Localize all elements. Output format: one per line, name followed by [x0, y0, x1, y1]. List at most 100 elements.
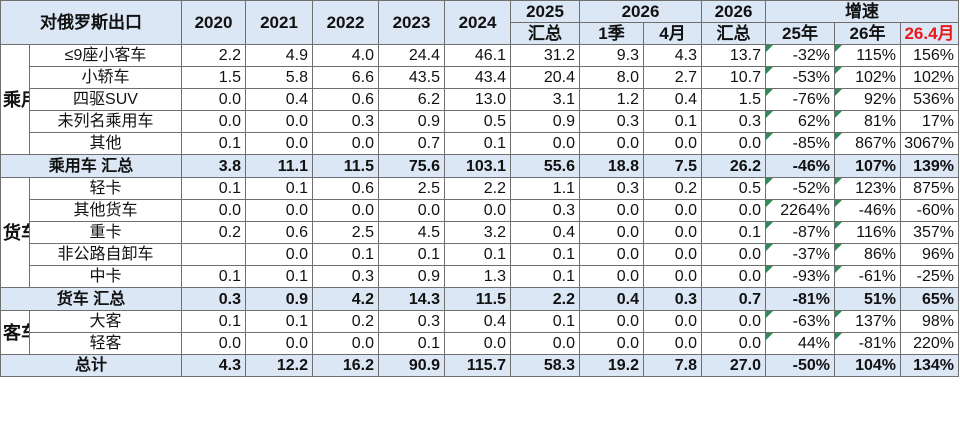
- cell-v2022: 0.3: [312, 110, 379, 133]
- cell-v2022: 0.1: [312, 243, 379, 266]
- cell-v2021: 0.1: [245, 177, 313, 200]
- cell-growth-25: -87%: [765, 221, 836, 244]
- cell-v2023: 6.2: [378, 88, 445, 111]
- col-growth-top: 增速: [765, 0, 960, 23]
- cell-v2026-q1: 0.0: [579, 221, 644, 244]
- cell-v2026-total: 0.3: [701, 110, 767, 133]
- cell-v2020: 3.8: [181, 154, 246, 178]
- cell-v2021: 0.0: [245, 132, 313, 155]
- cell-v2021: 0.1: [245, 265, 313, 288]
- cell-v2026-apr: 7.8: [642, 354, 703, 377]
- cell-v2026-apr: 0.1: [642, 110, 703, 133]
- cell-v2026-q1: 0.0: [579, 332, 644, 355]
- cell-v2022: 4.2: [312, 287, 379, 311]
- col-2026-total-top: 2026: [701, 0, 767, 23]
- table-row: 非公路自卸车 0.0 0.1 0.1 0.1 0.1 0.0 0.0 0.0 -37% 86% 96%: [1, 243, 960, 266]
- cell-v2020: 0.0: [181, 88, 246, 111]
- row-label: 轻客: [29, 332, 182, 355]
- cell-v2024: 0.0: [444, 199, 511, 222]
- cell-growth-264: 536%: [900, 88, 960, 111]
- subtotal-label: 货车 汇总: [0, 287, 182, 311]
- cell-v2025-total: 0.9: [510, 110, 580, 133]
- cell-v2020: 2.2: [181, 44, 246, 67]
- cell-v2022: 4.0: [312, 44, 379, 67]
- col-growth-25: 25年: [765, 22, 836, 45]
- cell-v2023: 0.7: [378, 132, 445, 155]
- cell-v2026-apr: 0.0: [642, 199, 703, 222]
- cell-v2020: 0.2: [181, 221, 246, 244]
- cell-v2024: 46.1: [444, 44, 511, 67]
- cell-v2026-total: 0.0: [701, 265, 767, 288]
- table-body: 乘用车≤9座小客车2.24.94.024.446.131.29.34.313.7…: [0, 44, 960, 377]
- cell-growth-25: 62%: [765, 110, 836, 133]
- row-label: 其他: [29, 132, 182, 155]
- cell-v2022: 0.3: [312, 265, 379, 288]
- cell-v2026-apr: 0.2: [642, 177, 703, 200]
- row-label: 非公路自卸车: [29, 243, 182, 266]
- cell-v2025-total: 0.4: [510, 221, 580, 244]
- cell-v2025-total: 0.0: [510, 132, 580, 155]
- cell-growth-25: -85%: [765, 132, 836, 155]
- cell-v2026-apr: 0.0: [642, 310, 703, 333]
- cell-v2026-q1: 19.2: [579, 354, 644, 377]
- col-2026-top: 2026: [578, 0, 703, 23]
- cell-v2020: 0.0: [181, 110, 246, 133]
- cell-v2024: 3.2: [444, 221, 511, 244]
- cell-v2026-q1: 1.2: [579, 88, 644, 111]
- col-2026-apr: 4月: [642, 22, 703, 45]
- cell-growth-26: 102%: [834, 66, 902, 89]
- cell-v2021: 0.0: [245, 199, 313, 222]
- cell-growth-264: 3067%: [900, 132, 960, 155]
- cell-v2026-q1: 0.3: [579, 177, 644, 200]
- row-label: 中卡: [29, 265, 182, 288]
- cell-v2021: 0.1: [245, 310, 313, 333]
- cell-v2023: 14.3: [378, 287, 445, 311]
- table-row: 客车大客0.10.10.20.30.40.10.00.00.0-63%137%9…: [0, 310, 960, 355]
- cell-growth-26: 123%: [834, 177, 902, 200]
- category-label: 客车: [0, 310, 30, 355]
- cell-v2025-total: 0.1: [510, 310, 580, 333]
- cell-growth-26: 104%: [834, 354, 902, 377]
- cell-v2022: 0.0: [312, 199, 379, 222]
- total-label: 总计: [0, 354, 182, 377]
- cell-growth-25: -93%: [765, 265, 836, 288]
- cell-v2026-apr: 2.7: [642, 66, 703, 89]
- row-label: 四驱SUV: [29, 88, 182, 111]
- cell-growth-26: 92%: [834, 88, 902, 111]
- cell-v2026-apr: 4.3: [642, 44, 703, 67]
- cell-v2024: 115.7: [444, 354, 511, 377]
- cell-growth-264: -60%: [900, 199, 960, 222]
- cell-growth-26: -46%: [834, 199, 902, 222]
- table-row: 小轿车 1.5 5.8 6.6 43.5 43.4 20.4 8.0 2.7 10.7 -53% 10…: [1, 66, 960, 89]
- russia-export-table: 对俄罗斯出口 2020 2021 2022 2023 2024 2025 202…: [0, 0, 960, 377]
- cell-growth-264: 96%: [900, 243, 960, 266]
- subtotal-row: 货车 汇总 0.3 0.9 4.2 14.3 11.5 2.2 0.4 0.3 0.7 -81% 51…: [0, 287, 960, 311]
- table-row: 轻客 0.0 0.0 0.0 0.1 0.0 0.0 0.0 0.0 0.0 44% -81% 220%: [1, 332, 960, 355]
- table-row: 重卡 0.2 0.6 2.5 4.5 3.2 0.4 0.0 0.0 0.1 -87% 116% 357…: [1, 221, 960, 244]
- cell-growth-26: 137%: [834, 310, 902, 333]
- cell-growth-25: 2264%: [765, 199, 836, 222]
- cell-v2026-total: 26.2: [701, 154, 767, 178]
- col-growth-26: 26年: [834, 22, 902, 45]
- cell-v2025-total: 0.1: [510, 265, 580, 288]
- cell-growth-25: 44%: [765, 332, 836, 355]
- cell-v2021: 0.0: [245, 332, 313, 355]
- cell-v2025-total: 0.1: [510, 243, 580, 266]
- cell-growth-264: -25%: [900, 265, 960, 288]
- cell-v2020: 0.0: [181, 332, 246, 355]
- cell-v2026-total: 0.0: [701, 243, 767, 266]
- cell-v2026-apr: 0.0: [642, 221, 703, 244]
- col-2024: 2024: [444, 0, 511, 45]
- table-row: 中卡 0.1 0.1 0.3 0.9 1.3 0.1 0.0 0.0 0.0 -93% -61% -25…: [1, 265, 960, 288]
- cell-v2022: 11.5: [312, 154, 379, 178]
- cell-growth-264: 139%: [900, 154, 960, 178]
- cell-v2026-q1: 0.0: [579, 132, 644, 155]
- cell-growth-264: 220%: [900, 332, 960, 355]
- cell-v2021: 0.0: [245, 110, 313, 133]
- cell-growth-264: 17%: [900, 110, 960, 133]
- cell-v2026-apr: 0.3: [642, 287, 703, 311]
- col-2020: 2020: [181, 0, 246, 45]
- col-2026-total-bottom: 汇总: [701, 22, 767, 45]
- table-row: 其他 0.1 0.0 0.0 0.7 0.1 0.0 0.0 0.0 0.0 -85% 867% 306…: [1, 132, 960, 155]
- cell-v2026-apr: 0.0: [642, 332, 703, 355]
